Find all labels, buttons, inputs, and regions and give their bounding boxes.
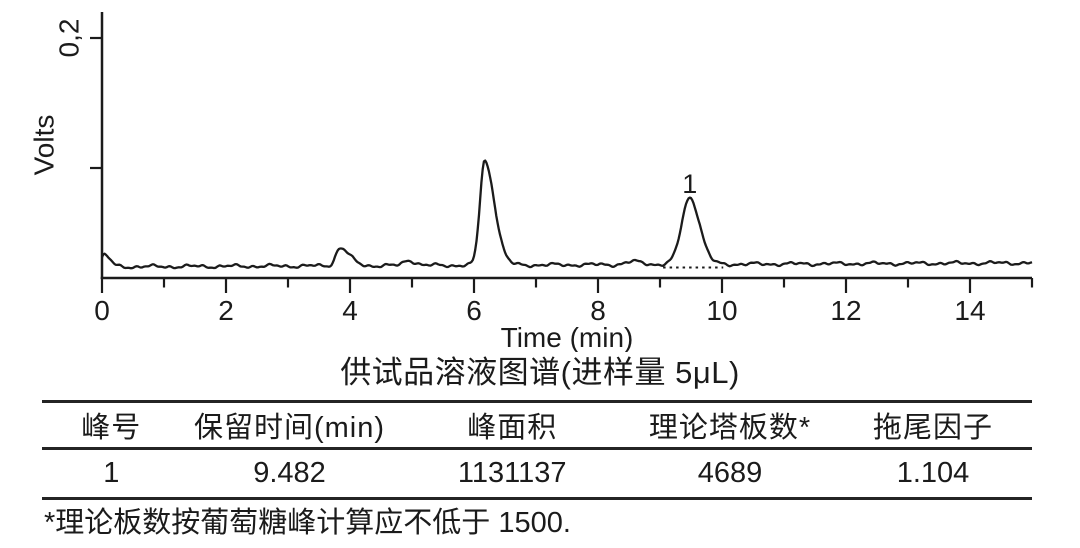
x-tick-label: 14 [954,295,985,326]
x-tick-label: 4 [342,295,358,326]
table-header-row: 峰号 保留时间(min) 峰面积 理论塔板数* 拖尾因子 [42,401,1032,450]
cell-tailing-factor: 1.104 [833,448,1032,500]
cell-peak-area: 1131137 [398,448,627,500]
peak-results-table: 峰号 保留时间(min) 峰面积 理论塔板数* 拖尾因子 1 9.482 113… [42,400,1032,500]
col-header-peak-number: 峰号 [42,401,181,450]
x-axis-title: Time (min) [501,322,634,352]
col-header-peak-area: 峰面积 [398,401,627,450]
y-tick-label: 0,2 [53,19,84,58]
x-tick-label: 0 [94,295,110,326]
y-axis-title: Volts [28,115,59,176]
table-row: 1 9.482 1131137 4689 1.104 [42,448,1032,500]
x-tick-label: 12 [830,295,861,326]
col-header-tailing-factor: 拖尾因子 [833,401,1032,450]
figure-caption: 供试品溶液图谱(进样量 5μL) [340,355,740,390]
cell-plate-number: 4689 [626,448,834,500]
cell-retention-time: 9.482 [180,448,399,500]
x-tick-label: 2 [218,295,234,326]
x-tick-label: 8 [590,295,606,326]
x-tick-label: 10 [706,295,737,326]
col-header-retention-time: 保留时间(min) [180,401,399,450]
col-header-plate-number: 理论塔板数* [626,401,834,450]
signal-trace [100,159,1033,270]
x-tick-label: 6 [466,295,482,326]
footnote: *理论板数按葡萄糖峰计算应不低于 1500. [44,507,571,539]
peak-label: 1 [682,169,697,199]
cell-peak-number: 1 [42,448,181,500]
